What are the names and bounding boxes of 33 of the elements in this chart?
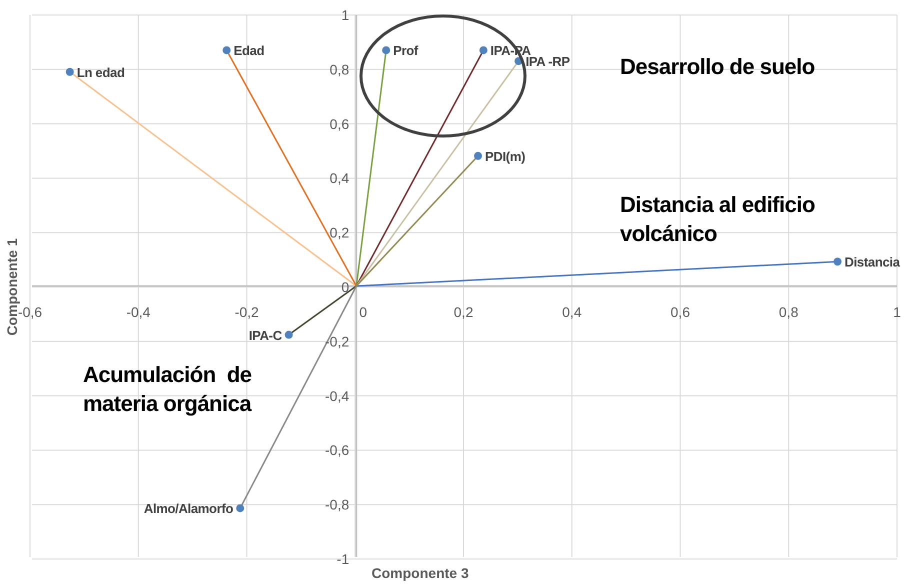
x-tick-label: 0,8 (778, 304, 799, 320)
y-tick-label: 1 (341, 7, 350, 23)
annotation: Distancia al edificio volcánico (620, 191, 816, 248)
y-tick-label: 0,2 (330, 224, 350, 241)
series-label: Edad (234, 43, 265, 58)
x-tick-label: -0,2 (234, 304, 260, 320)
x-tick-label: 0 (359, 304, 368, 320)
x-tick-label: 0,6 (670, 304, 690, 320)
y-tick-label: -0,6 (325, 442, 350, 458)
series-label: Prof (393, 43, 419, 58)
x-tick-label: 0,2 (454, 304, 474, 320)
series-label: Ln edad (76, 64, 125, 80)
x-tick-label: -0,6 (18, 304, 42, 320)
series-label: IPA -RP (526, 54, 570, 70)
y-tick-label: 0,4 (330, 170, 350, 186)
y-tick-label: -0,8 (325, 496, 350, 513)
y-tick-label: 0,8 (330, 61, 350, 78)
point (834, 258, 842, 266)
series-label: IPA-C (248, 328, 283, 343)
x-tick-label: 1 (893, 304, 902, 320)
x-axis-title: Componente 3 (372, 565, 469, 581)
series-label: Distancia (844, 254, 901, 270)
y-tick-label: 0 (341, 279, 350, 295)
series-label: Almo/Alamorfo (144, 501, 234, 516)
annotation: Desarrollo de suelo (620, 53, 816, 81)
y-tick-label: 0,6 (330, 116, 350, 132)
series-label: PDI(m) (485, 148, 526, 164)
x-tick-label: -0,4 (126, 304, 151, 320)
annotation: Acumulación de materia orgánica (83, 361, 253, 418)
y-tick-label: -1 (336, 551, 350, 567)
y-axis-title: Componente 1 (4, 238, 20, 336)
y-tick-label: -0,4 (325, 388, 350, 404)
x-tick-label: 0,4 (562, 304, 582, 320)
